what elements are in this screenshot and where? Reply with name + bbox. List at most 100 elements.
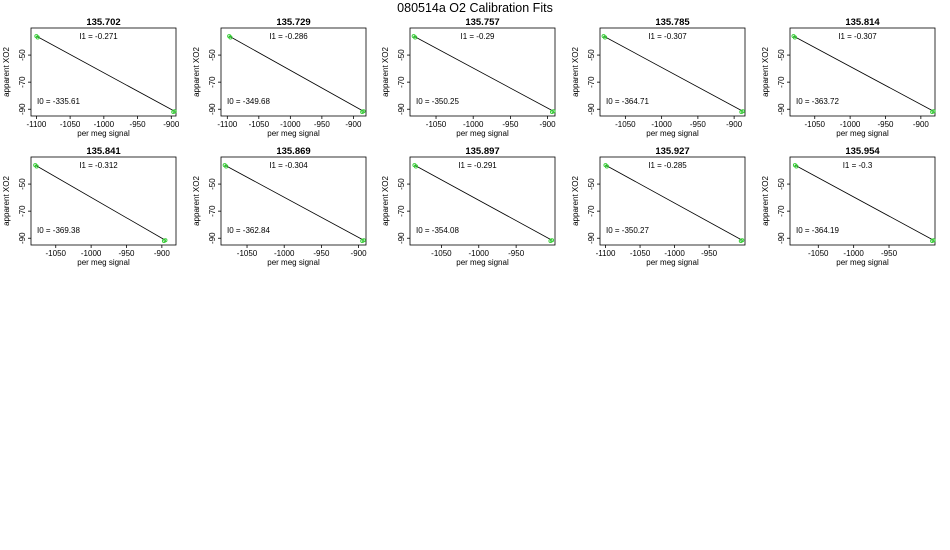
y-axis-label: apparent XO2	[571, 47, 580, 97]
data-point	[604, 164, 609, 169]
slope-label: I1 = -0.312	[79, 161, 118, 170]
x-tick-label: -1100	[217, 120, 237, 129]
panel-135.729: 135.729 -1100 -1050 -1000 -950 -900 -50 -70 -90 p…	[192, 17, 367, 138]
panel-135.702: 135.702 -1100 -1050 -1000 -950 -900 -50 -70 -90 p…	[2, 17, 180, 138]
y-tick-label: -50	[777, 49, 786, 61]
fit-line	[36, 35, 175, 112]
x-axis-label: per meg signal	[77, 129, 130, 138]
plot-frame	[599, 27, 746, 117]
y-axis-label: apparent XO2	[2, 176, 11, 226]
x-tick-label: -900	[345, 120, 362, 129]
panel-title: 135.927	[655, 146, 689, 157]
slope-label: I1 = -0.29	[460, 32, 495, 41]
x-axis-label: per meg signal	[456, 258, 509, 267]
fit-line	[605, 164, 743, 241]
y-tick-label: -70	[397, 76, 406, 88]
y-tick-label: -50	[208, 49, 217, 61]
data-point	[34, 164, 39, 169]
slope-label: I1 = -0.291	[458, 161, 497, 170]
y-tick-label: -90	[587, 232, 596, 244]
intercept-label: I0 = -363.72	[796, 97, 839, 106]
x-tick-label: -950	[314, 120, 331, 129]
y-axis-label: apparent XO2	[381, 176, 390, 226]
data-point	[35, 35, 40, 40]
x-axis-label: per meg signal	[267, 258, 320, 267]
x-tick-label: -1050	[237, 249, 258, 258]
x-tick-label: -1100	[26, 120, 46, 129]
fit-line	[229, 35, 364, 112]
x-tick-label: -1050	[60, 120, 81, 129]
data-point	[172, 109, 177, 114]
x-tick-label: -950	[502, 120, 519, 129]
data-point	[361, 109, 366, 114]
panel-title: 135.785	[655, 17, 690, 28]
y-tick-label: -90	[18, 103, 27, 115]
x-tick-label: -1050	[805, 120, 826, 129]
x-tick-label: -950	[690, 120, 707, 129]
y-tick-label: -50	[18, 49, 27, 61]
y-axis-label: apparent XO2	[192, 176, 201, 226]
panel-title: 135.757	[465, 17, 499, 28]
data-point	[413, 164, 419, 169]
y-tick-label: -90	[777, 103, 786, 115]
panel-135.785: 135.785 -1050 -1000 -950 -900 -50 -70 -90 per me…	[571, 17, 746, 138]
x-tick-label: -950	[508, 249, 525, 258]
y-tick-label: -70	[18, 205, 27, 217]
y-tick-label: -50	[18, 178, 27, 190]
x-tick-label: -1050	[630, 249, 651, 258]
x-axis-label: per meg signal	[456, 129, 509, 138]
data-point	[794, 164, 799, 169]
y-tick-label: -50	[208, 178, 217, 190]
y-axis-label: apparent XO2	[2, 47, 11, 97]
x-tick-label: -900	[913, 120, 930, 129]
panel-135.954: 135.954 -1050 -1000 -950 -50 -70 -90 per meg si…	[761, 146, 936, 267]
panel-135.869: 135.869 -1050 -1000 -950 -900 -50 -70 -90 per me…	[192, 146, 367, 267]
x-tick-label: -1050	[808, 249, 829, 258]
y-axis-label: apparent XO2	[761, 47, 770, 97]
x-tick-label: -1000	[280, 120, 301, 129]
y-tick-label: -70	[208, 205, 217, 217]
slope-label: I1 = -0.271	[79, 32, 118, 41]
slope-label: I1 = -0.307	[648, 32, 687, 41]
x-tick-label: -1000	[651, 120, 672, 129]
fit-line	[793, 35, 934, 112]
main-title: 080514a O2 Calibration Fits	[397, 1, 553, 15]
y-axis-label: apparent XO2	[571, 176, 580, 226]
y-tick-label: -70	[18, 76, 27, 88]
y-tick-label: -50	[777, 178, 786, 190]
x-tick-label: -900	[154, 249, 171, 258]
slope-label: I1 = -0.3	[843, 161, 873, 170]
x-tick-label: -950	[877, 120, 894, 129]
data-point	[931, 238, 936, 243]
x-tick-label: -1050	[426, 120, 447, 129]
x-axis-label: per meg signal	[77, 258, 130, 267]
intercept-label: I0 = -350.25	[416, 97, 459, 106]
x-tick-label: -900	[163, 120, 180, 129]
plot-frame	[220, 156, 367, 246]
y-tick-label: -90	[208, 103, 217, 115]
x-tick-label: -1000	[664, 249, 685, 258]
data-point	[413, 35, 418, 40]
slope-label: I1 = -0.286	[269, 32, 308, 41]
y-tick-label: -70	[397, 205, 406, 217]
panel-title: 135.897	[465, 146, 499, 157]
panel-title: 135.869	[276, 146, 310, 157]
slope-label: I1 = -0.304	[269, 161, 308, 170]
x-tick-label: -1000	[81, 249, 102, 258]
y-tick-label: -90	[208, 232, 217, 244]
y-axis-label: apparent XO2	[381, 47, 390, 97]
plot-frame	[409, 156, 556, 246]
x-axis-label: per meg signal	[836, 129, 889, 138]
y-tick-label: -50	[397, 178, 406, 190]
x-tick-label: -1050	[46, 249, 67, 258]
y-tick-label: -70	[208, 76, 217, 88]
y-tick-label: -50	[587, 178, 596, 190]
y-tick-label: -90	[587, 103, 596, 115]
plot-frame	[30, 156, 177, 246]
x-axis-label: per meg signal	[267, 129, 320, 138]
y-tick-label: -90	[397, 232, 406, 244]
intercept-label: I0 = -364.71	[606, 97, 649, 106]
y-axis-label: apparent XO2	[192, 47, 201, 97]
x-tick-label: -950	[881, 249, 898, 258]
